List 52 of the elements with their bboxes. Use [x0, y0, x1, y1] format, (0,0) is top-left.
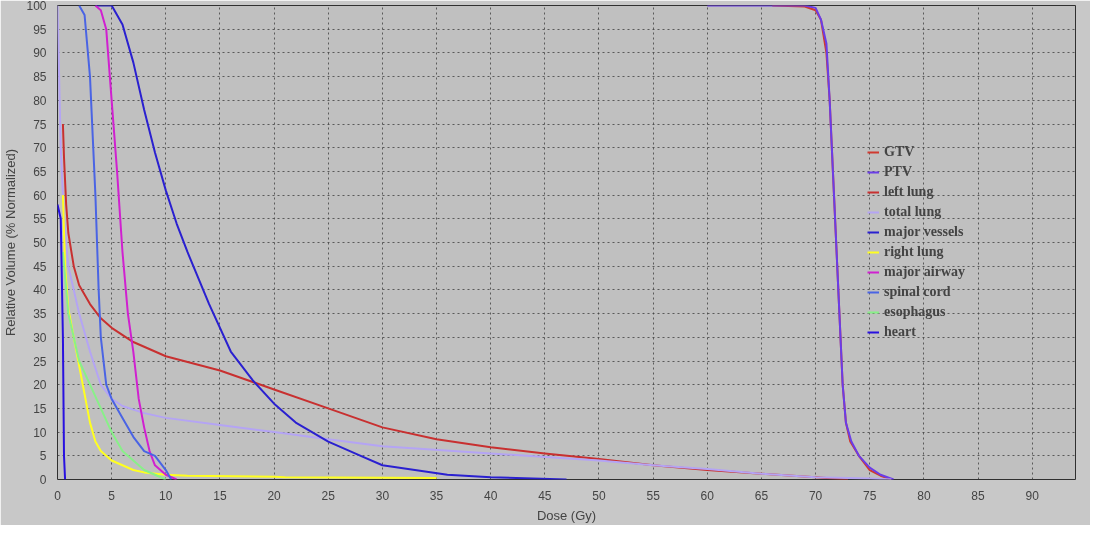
- y-tick-label: 15: [33, 401, 47, 416]
- x-tick-label: 40: [484, 488, 498, 503]
- x-tick-label: 15: [213, 488, 227, 503]
- y-tick-label: 65: [33, 164, 47, 179]
- y-tick-label: 70: [33, 141, 47, 156]
- x-tick-label: 20: [267, 488, 282, 503]
- y-tick-label: 50: [33, 236, 47, 250]
- x-axis-title: Dose (Gy): [536, 507, 597, 523]
- x-tick-label: 0: [54, 488, 62, 503]
- legend-label: left lung: [884, 184, 934, 200]
- x-tick-label: 90: [1025, 488, 1040, 503]
- x-tick-label: 60: [700, 488, 715, 503]
- x-tick-label: 50: [592, 488, 606, 503]
- y-tick-label: 80: [33, 93, 47, 108]
- y-tick-label: 75: [33, 117, 47, 132]
- y-tick-label: 100: [26, 0, 47, 13]
- y-tick-label: 60: [33, 188, 47, 203]
- legend-label: PTV: [884, 164, 912, 180]
- y-tick-label: 25: [33, 354, 47, 369]
- x-tick-label: 75: [863, 488, 877, 503]
- legend-label: total lung: [884, 204, 942, 220]
- y-tick-label: 5: [39, 449, 47, 464]
- legend-label: major airway: [884, 264, 965, 280]
- legend-label: spinal cord: [884, 284, 951, 300]
- y-tick-label: 90: [33, 46, 47, 61]
- x-tick-label: 55: [646, 488, 661, 503]
- x-tick-label: 80: [917, 488, 931, 503]
- y-tick-label: 95: [33, 22, 47, 37]
- y-tick-label: 45: [33, 259, 47, 274]
- legend-label: major vessels: [884, 224, 964, 240]
- x-tick-label: 25: [321, 488, 336, 503]
- x-tick-label: 85: [971, 488, 986, 503]
- y-axis-title: Relative Volume (% Normalized): [3, 148, 19, 337]
- y-tick-label: 85: [33, 70, 47, 85]
- x-tick-label: 30: [375, 488, 390, 503]
- y-tick-label: 40: [33, 283, 47, 298]
- y-tick-label: 0: [39, 473, 47, 487]
- legend-label: right lung: [884, 244, 944, 260]
- x-tick-label: 10: [159, 488, 173, 503]
- x-tick-label: 70: [808, 488, 823, 503]
- x-tick-label: 65: [754, 488, 769, 503]
- y-tick-label: 35: [33, 307, 47, 322]
- y-tick-label: 20: [33, 378, 47, 393]
- y-tick-label: 10: [33, 425, 47, 440]
- legend-label: esophagus: [884, 304, 946, 320]
- y-tick-label: 30: [33, 330, 47, 345]
- x-tick-label: 45: [538, 488, 552, 503]
- y-tick-label: 55: [33, 212, 47, 227]
- legend-label: GTV: [884, 144, 915, 160]
- x-tick-label: 5: [108, 488, 116, 503]
- legend-label: heart: [884, 324, 916, 340]
- x-tick-label: 35: [429, 488, 444, 503]
